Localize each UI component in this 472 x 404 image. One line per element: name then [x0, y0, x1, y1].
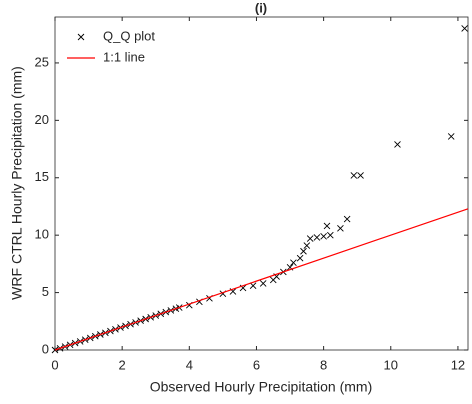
qq-point [394, 141, 401, 148]
qq-point [447, 133, 455, 140]
qq-point [343, 215, 351, 223]
qq-point [357, 172, 364, 179]
qq-point [306, 235, 314, 242]
x-tick-label: 2 [119, 357, 126, 372]
y-tick-label: 10 [35, 227, 49, 242]
qq-point [259, 280, 267, 287]
x-tick-label: 6 [253, 357, 260, 372]
y-tick-label: 0 [42, 341, 49, 356]
y-axis-label: WRF CTRL Hourly Precipitation (mm) [9, 66, 25, 300]
legend-swatch [77, 33, 85, 41]
x-axis-label: Observed Hourly Precipitation (mm) [150, 379, 373, 395]
qq-point [249, 282, 257, 290]
x-tick-label: 4 [186, 357, 193, 372]
legend-label: 1:1 line [103, 49, 145, 64]
x-tick-label: 10 [384, 357, 398, 372]
x-tick-label: 8 [320, 357, 327, 372]
x-tick-label: 0 [51, 357, 58, 372]
qq-point [323, 222, 331, 230]
x-tick-label: 12 [451, 357, 465, 372]
qq-point [461, 25, 468, 32]
qq-point [300, 247, 307, 255]
legend-label: Q_Q plot [103, 28, 155, 43]
y-tick-label: 25 [35, 54, 49, 69]
qq-point [337, 224, 344, 232]
chart-title: (i) [255, 0, 267, 15]
y-tick-label: 15 [35, 169, 49, 184]
qq-point [290, 259, 297, 267]
y-tick-label: 20 [35, 112, 49, 127]
qq-point [327, 231, 334, 239]
qq-point [303, 242, 311, 249]
qq-point [313, 234, 321, 241]
qq-point [296, 254, 304, 262]
qq-point [320, 233, 327, 240]
qq-point [350, 172, 358, 179]
y-tick-label: 5 [42, 284, 49, 299]
plot-area [54, 16, 469, 351]
reference-line [54, 208, 469, 351]
